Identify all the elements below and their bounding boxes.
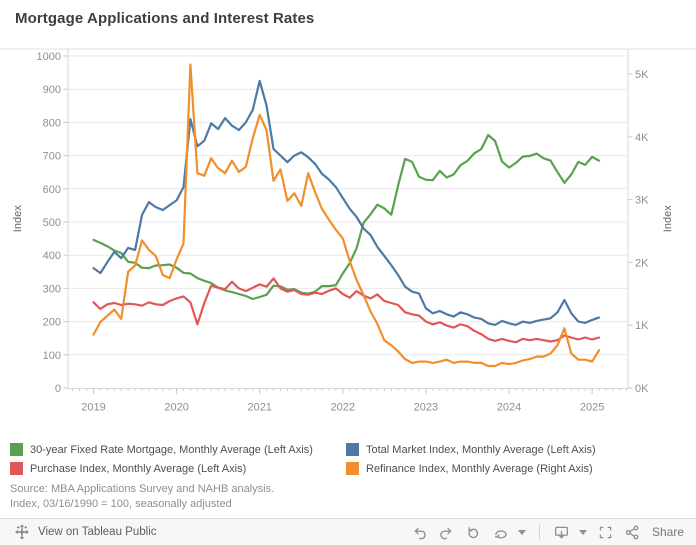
undo-icon[interactable]	[410, 523, 429, 542]
svg-text:800: 800	[43, 117, 61, 129]
svg-text:2023: 2023	[414, 402, 438, 414]
legend-label: Total Market Index, Monthly Average (Lef…	[366, 443, 596, 456]
legend: 30-year Fixed Rate Mortgage, Monthly Ave…	[10, 440, 690, 478]
svg-text:Index: Index	[12, 205, 24, 232]
svg-text:2022: 2022	[331, 402, 355, 414]
view-on-tableau-label: View on Tableau Public	[38, 526, 157, 538]
legend-item-refinance[interactable]: Refinance Index, Monthly Average (Right …	[346, 459, 690, 478]
legend-swatch-blue	[346, 443, 359, 456]
source-line-1: Source: MBA Applications Survey and NAHB…	[10, 483, 275, 495]
view-on-tableau-link[interactable]: View on Tableau Public	[12, 523, 157, 542]
svg-text:3K: 3K	[635, 195, 649, 207]
legend-item-purchase[interactable]: Purchase Index, Monthly Average (Left Ax…	[10, 459, 346, 478]
svg-text:2021: 2021	[247, 402, 271, 414]
svg-text:0: 0	[55, 383, 61, 395]
download-caret-icon[interactable]	[578, 523, 588, 542]
fullscreen-icon[interactable]	[596, 523, 615, 542]
svg-text:2019: 2019	[81, 402, 105, 414]
svg-text:600: 600	[43, 184, 61, 196]
refresh-caret-icon[interactable]	[517, 523, 527, 542]
toolbar-separator	[538, 524, 540, 540]
legend-item-30yr-rate[interactable]: 30-year Fixed Rate Mortgage, Monthly Ave…	[10, 440, 346, 459]
source-line-2: Index, 03/16/1990 = 100, seasonally adju…	[10, 497, 232, 510]
svg-text:500: 500	[43, 217, 61, 229]
share-label[interactable]: Share	[651, 525, 684, 539]
svg-text:4K: 4K	[635, 132, 649, 144]
legend-swatch-green	[10, 443, 23, 456]
svg-text:200: 200	[43, 317, 61, 329]
legend-swatch-orange	[346, 462, 359, 475]
legend-item-total-market[interactable]: Total Market Index, Monthly Average (Lef…	[346, 440, 690, 459]
svg-text:300: 300	[43, 283, 61, 295]
svg-text:1000: 1000	[37, 51, 61, 63]
svg-text:5K: 5K	[635, 69, 649, 81]
page-title: Mortgage Applications and Interest Rates	[15, 10, 315, 27]
svg-text:2020: 2020	[164, 402, 188, 414]
svg-text:2025: 2025	[580, 402, 604, 414]
refresh-icon[interactable]	[491, 523, 510, 542]
legend-label: 30-year Fixed Rate Mortgage, Monthly Ave…	[30, 443, 313, 456]
download-icon[interactable]	[552, 523, 571, 542]
source-note: Source: MBA Applications Survey and NAHB…	[10, 482, 274, 511]
svg-text:0K: 0K	[635, 383, 649, 395]
tableau-toolbar: View on Tableau Public	[0, 518, 696, 545]
svg-text:2024: 2024	[497, 402, 521, 414]
legend-swatch-red	[10, 462, 23, 475]
legend-label: Refinance Index, Monthly Average (Right …	[366, 462, 593, 475]
svg-text:900: 900	[43, 84, 61, 96]
replay-icon[interactable]	[464, 523, 483, 542]
toolbar-actions: Share	[410, 523, 684, 542]
svg-text:1K: 1K	[635, 320, 649, 332]
svg-text:2K: 2K	[635, 257, 649, 269]
tableau-logo-icon	[12, 523, 31, 542]
svg-text:Index: Index	[662, 205, 674, 232]
share-icon[interactable]	[623, 523, 642, 542]
legend-label: Purchase Index, Monthly Average (Left Ax…	[30, 462, 247, 475]
svg-text:100: 100	[43, 350, 61, 362]
svg-text:700: 700	[43, 151, 61, 163]
line-chart[interactable]: 0 100 200 300 400 500 600 700 800 900 1000 0K 1K 2K 3K…	[0, 40, 696, 438]
svg-text:400: 400	[43, 250, 61, 262]
redo-icon[interactable]	[437, 523, 456, 542]
